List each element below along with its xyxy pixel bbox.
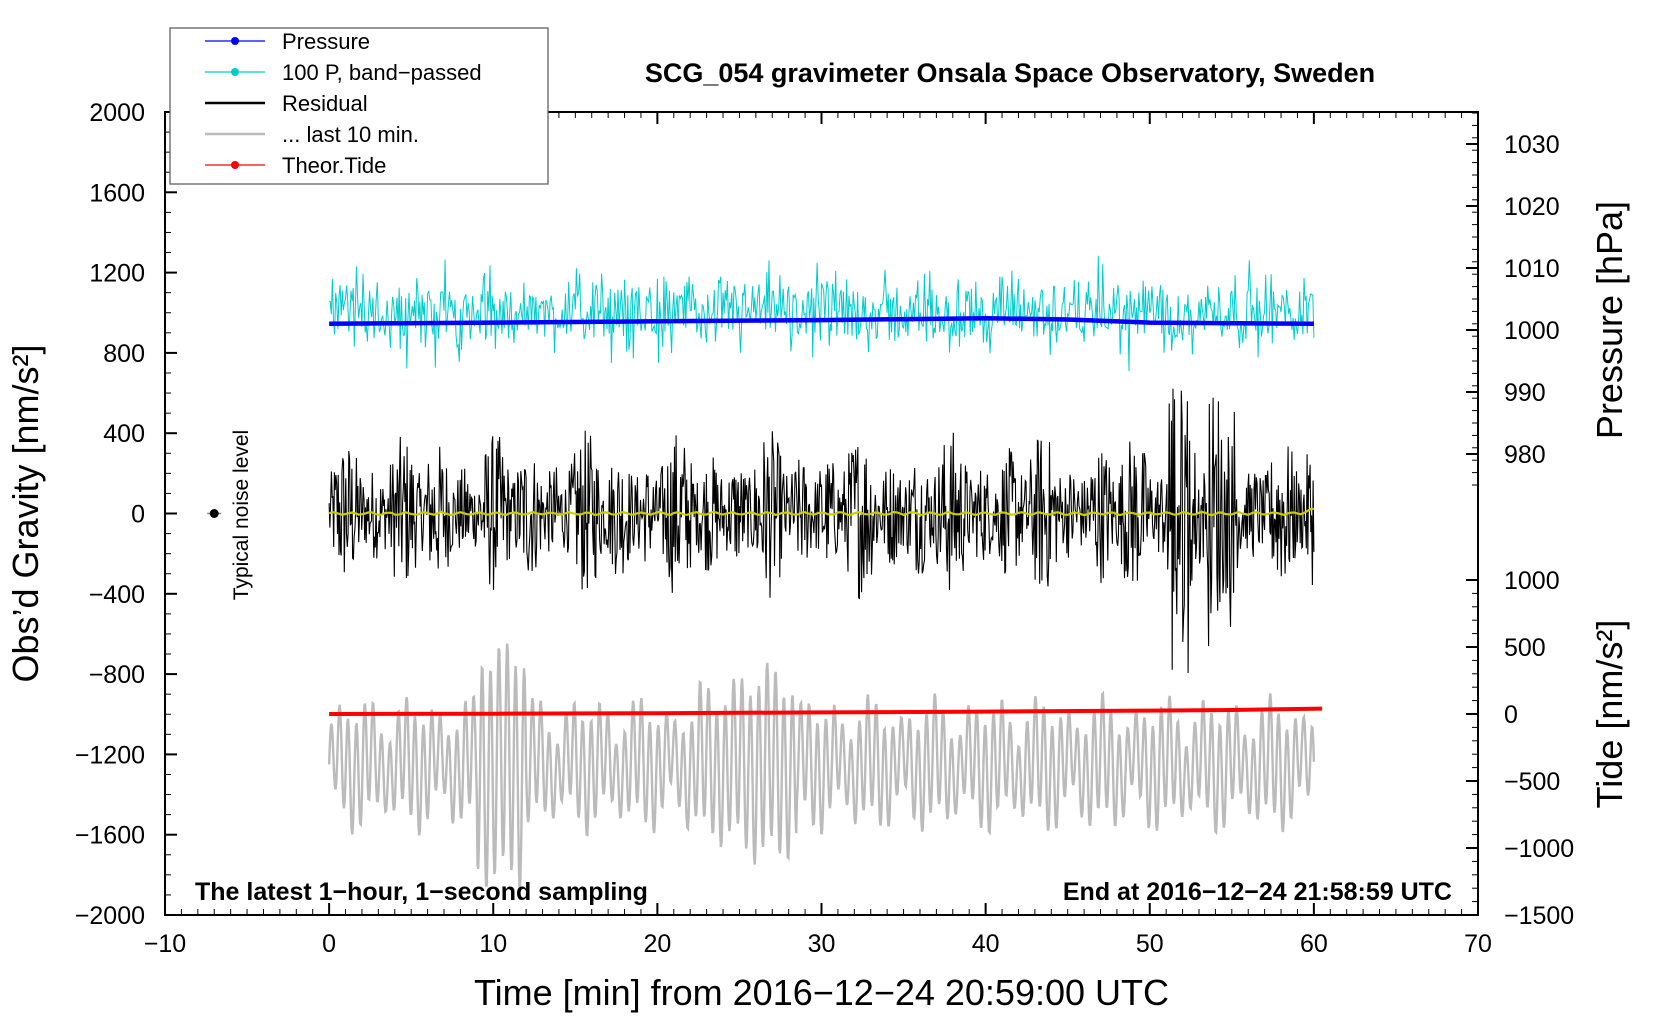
x-tick-label: 40	[972, 930, 1000, 958]
tide-tick-label: −1000	[1504, 835, 1574, 863]
legend-label: Pressure	[282, 29, 370, 54]
legend-marker	[231, 161, 239, 169]
legend: Pressure 100 P, band−passed Residual ... la…	[169, 27, 549, 185]
legend-label: 100 P, band−passed	[282, 60, 482, 85]
pressure-tick-label: 980	[1504, 441, 1546, 469]
end-time-note: End at 2016−12−24 21:58:59 UTC	[1063, 878, 1452, 906]
y-tick-label: −1200	[75, 741, 145, 769]
y-tick-label: −1600	[75, 822, 145, 850]
x-tick-label: 10	[479, 930, 507, 958]
y-tick-label: −800	[89, 661, 145, 689]
y-tick-label: 400	[103, 420, 145, 448]
y-tick-label: −400	[89, 581, 145, 609]
y-tick-label: 1600	[89, 179, 145, 207]
legend-marker	[231, 68, 239, 76]
legend-label: Theor.Tide	[282, 153, 386, 178]
legend-label: Residual	[282, 91, 368, 116]
series-residual	[328, 388, 1315, 674]
x-tick-label: 70	[1464, 930, 1492, 958]
y-tick-label: 2000	[89, 99, 145, 127]
y-tick-label: 1200	[89, 260, 145, 288]
x-tick-label: 60	[1300, 930, 1328, 958]
series-pressure-bandpassed	[329, 255, 1315, 372]
y-axis-label-pressure: Pressure [hPa]	[1589, 201, 1630, 439]
legend-marker	[231, 37, 239, 45]
x-tick-label: −10	[144, 930, 186, 958]
chart-title: SCG_054 gravimeter Onsala Space Observat…	[645, 58, 1375, 88]
sampling-note: The latest 1−hour, 1−second sampling	[195, 878, 648, 906]
y-axis-label-tide: Tide [nm/s²]	[1589, 620, 1630, 809]
legend-item: Residual	[205, 91, 368, 116]
tide-tick-label: 0	[1504, 701, 1518, 729]
x-tick-label: 20	[643, 930, 671, 958]
pressure-tick-label: 1010	[1504, 255, 1560, 283]
legend-label: ... last 10 min.	[282, 122, 419, 147]
x-tick-label: 0	[322, 930, 336, 958]
y-tick-label: −2000	[75, 902, 145, 930]
series-residual-smoothed	[328, 507, 1314, 517]
x-axis-label: Time [min] from 2016−12−24 20:59:00 UTC	[474, 972, 1169, 1013]
legend-item: Theor.Tide	[205, 153, 386, 178]
legend-item: ... last 10 min.	[205, 122, 419, 147]
series-last-10-min	[327, 643, 1316, 889]
legend-box	[169, 27, 549, 185]
x-tick-label: 30	[808, 930, 836, 958]
axis-ticks: −10 0 10 20 30 40 50 60 702000160012008004000−40…	[75, 99, 1574, 958]
noise-level-label: Typical noise level	[230, 430, 253, 600]
y-axis-label-gravity: Obs’d Gravity [nm/s²]	[5, 344, 46, 682]
series-theoretical-tide	[329, 706, 1323, 716]
pressure-tick-label: 1000	[1504, 317, 1560, 345]
series-pressure	[329, 315, 1314, 327]
tide-tick-label: 1000	[1504, 567, 1560, 595]
tide-tick-label: −1500	[1504, 902, 1574, 930]
tide-tick-label: −500	[1504, 768, 1560, 796]
pressure-tick-label: 1020	[1504, 193, 1560, 221]
pressure-tick-label: 1030	[1504, 131, 1560, 159]
pressure-tick-label: 990	[1504, 379, 1546, 407]
legend-item: Pressure	[205, 29, 370, 54]
x-tick-label: 50	[1136, 930, 1164, 958]
y-tick-label: 0	[131, 501, 145, 529]
noise-marker	[209, 509, 219, 518]
y-tick-label: 800	[103, 340, 145, 368]
tide-tick-label: 500	[1504, 634, 1546, 662]
legend-item: 100 P, band−passed	[205, 60, 482, 85]
plot-area	[207, 255, 1323, 889]
